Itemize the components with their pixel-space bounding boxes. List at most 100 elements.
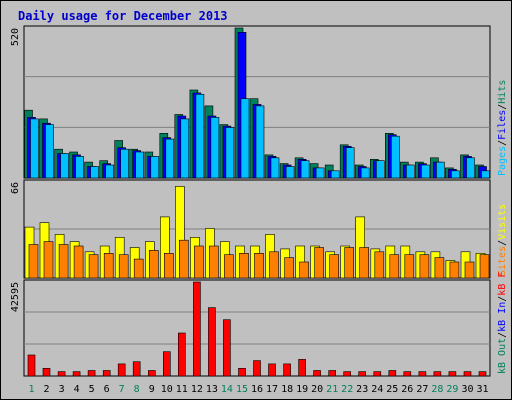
day-label-7: 7 xyxy=(119,384,125,395)
legend-entry: kB In xyxy=(497,302,508,332)
bar-kbytes-day-20 xyxy=(313,370,321,377)
bar-pages-day-2 xyxy=(45,124,54,179)
bar-pages-day-6 xyxy=(105,164,114,179)
day-label-24: 24 xyxy=(371,384,383,395)
day-label-3: 3 xyxy=(59,384,65,395)
bar-pages-day-22 xyxy=(345,147,355,179)
bar-kbytes-day-10 xyxy=(163,351,171,377)
bar-pages-day-27 xyxy=(421,164,430,179)
day-label-23: 23 xyxy=(356,384,368,395)
bar-kbytes-day-15 xyxy=(238,367,246,377)
day-label-27: 27 xyxy=(416,384,428,395)
legend-entry: Files xyxy=(497,110,508,140)
bar-pages-day-29 xyxy=(451,170,460,179)
day-label-16: 16 xyxy=(251,384,263,395)
day-label-28: 28 xyxy=(431,384,443,395)
bar-kbytes-day-13 xyxy=(208,307,216,377)
legend-entry: / xyxy=(497,332,508,338)
legend-entry: Visits xyxy=(497,204,508,240)
bar-sites-day-28 xyxy=(434,257,445,279)
bar-pages-day-18 xyxy=(285,166,295,179)
bar-pages-day-23 xyxy=(360,167,370,179)
legend-visits-sites: Sites/Visits xyxy=(497,204,508,276)
bar-kbytes-day-6 xyxy=(102,370,111,377)
day-label-1: 1 xyxy=(28,384,34,395)
day-label-30: 30 xyxy=(461,384,473,395)
bar-sites-day-10 xyxy=(164,253,174,279)
bar-pages-day-8 xyxy=(135,151,144,179)
bar-sites-day-24 xyxy=(374,251,385,279)
panel-kbytes xyxy=(23,279,491,377)
legend-entry: / xyxy=(497,240,508,246)
bar-sites-day-7 xyxy=(118,254,129,279)
bar-pages-day-7 xyxy=(120,148,129,179)
bar-pages-day-31 xyxy=(481,170,490,179)
bar-sites-day-27 xyxy=(419,254,430,279)
bar-sites-day-17 xyxy=(269,251,279,279)
bar-pages-day-16 xyxy=(255,105,265,179)
bar-kbytes-day-12 xyxy=(193,281,201,377)
bar-kbytes-day-19 xyxy=(298,359,306,377)
bar-pages-day-26 xyxy=(405,164,415,179)
bar-sites-day-23 xyxy=(359,247,370,279)
day-label-12: 12 xyxy=(191,384,203,395)
bar-pages-day-21 xyxy=(330,170,340,179)
bar-pages-day-28 xyxy=(436,161,445,179)
bar-pages-day-13 xyxy=(210,117,220,179)
bar-pages-day-25 xyxy=(390,135,400,179)
ymax-label-visits-sites: 66 xyxy=(10,182,21,194)
bar-sites-day-29 xyxy=(449,261,460,279)
legend-entry: / xyxy=(497,140,508,146)
bar-pages-day-4 xyxy=(75,156,84,179)
bar-pages-day-10 xyxy=(165,138,175,179)
bar-sites-day-4 xyxy=(73,245,84,279)
bar-pages-day-17 xyxy=(270,157,280,179)
bar-pages-day-11 xyxy=(180,118,190,179)
day-label-25: 25 xyxy=(386,384,398,395)
bar-kbytes-day-21 xyxy=(328,370,337,377)
day-label-20: 20 xyxy=(311,384,323,395)
bar-pages-day-1 xyxy=(30,118,39,179)
bar-sites-day-3 xyxy=(58,244,69,279)
bar-sites-day-25 xyxy=(389,254,400,279)
bar-sites-day-8 xyxy=(133,258,144,279)
bar-kbytes-day-3 xyxy=(57,371,66,377)
bar-sites-day-20 xyxy=(314,247,324,279)
bar-kbytes-day-25 xyxy=(388,370,397,377)
legend-entry: kB Out xyxy=(497,338,508,374)
bar-kbytes-day-29 xyxy=(448,371,457,377)
legend-entry: Sites xyxy=(497,246,508,276)
bar-kbytes-day-11 xyxy=(178,332,186,377)
ymax-label-hits-files-pages: 520 xyxy=(10,28,21,46)
bar-sites-day-31 xyxy=(479,254,490,279)
bar-sites-day-12 xyxy=(194,245,204,279)
day-label-13: 13 xyxy=(206,384,218,395)
bar-kbytes-day-2 xyxy=(42,367,51,377)
bar-pages-day-14 xyxy=(225,127,235,179)
bar-kbytes-day-5 xyxy=(87,370,96,377)
bar-sites-day-26 xyxy=(404,254,415,279)
bar-kbytes-day-8 xyxy=(132,361,141,377)
bar-kbytes-day-23 xyxy=(358,371,367,377)
bar-sites-day-9 xyxy=(149,250,159,279)
legend-hits-files-pages: Pages/Files/Hits xyxy=(497,80,508,176)
bar-pages-day-20 xyxy=(315,167,325,179)
bar-kbytes-day-18 xyxy=(283,363,291,377)
bar-kbytes-day-4 xyxy=(72,371,81,377)
bar-sites-day-30 xyxy=(464,261,475,279)
bar-kbytes-day-28 xyxy=(433,371,442,377)
bar-kbytes-day-24 xyxy=(373,371,382,377)
bar-sites-day-14 xyxy=(224,254,234,279)
legend-kbytes: kB Out/kB In/kB F xyxy=(497,272,508,374)
bar-pages-day-15 xyxy=(240,98,250,179)
day-label-11: 11 xyxy=(176,384,188,395)
bar-kbytes-day-7 xyxy=(117,363,126,377)
bar-kbytes-day-14 xyxy=(223,319,231,377)
day-label-22: 22 xyxy=(341,384,353,395)
bar-pages-day-3 xyxy=(60,153,69,179)
bar-sites-day-16 xyxy=(254,253,264,279)
day-label-6: 6 xyxy=(104,384,110,395)
bar-sites-day-22 xyxy=(344,247,355,279)
day-label-31: 31 xyxy=(476,384,488,395)
day-label-29: 29 xyxy=(446,384,458,395)
